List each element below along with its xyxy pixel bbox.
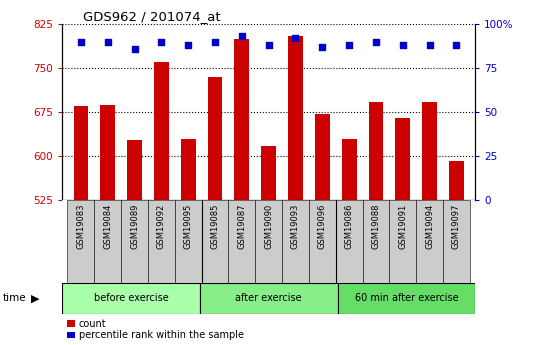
Bar [395,118,410,200]
Text: GDS962 / 201074_at: GDS962 / 201074_at [83,10,220,23]
Text: GSM19091: GSM19091 [399,204,407,249]
Text: GSM19088: GSM19088 [372,204,381,249]
Text: GSM19083: GSM19083 [76,204,85,249]
Bar [121,200,148,283]
Point [130,46,139,51]
Bar [288,36,303,200]
Text: GSM19097: GSM19097 [452,204,461,249]
Bar [315,114,330,200]
Text: GSM19094: GSM19094 [425,204,434,249]
Bar [261,146,276,200]
Bar [443,200,470,283]
Point [157,39,166,45]
Text: GSM19093: GSM19093 [291,204,300,249]
Bar [181,139,195,200]
Point [318,44,327,50]
Bar [100,105,115,200]
Bar [154,62,168,200]
Bar [336,200,362,283]
Bar [255,200,282,283]
Point [345,42,354,48]
Point [77,39,85,45]
Bar [338,283,475,314]
Text: GSM19096: GSM19096 [318,204,327,249]
Bar [369,101,383,200]
Text: ▶: ▶ [31,294,40,303]
Text: GSM19087: GSM19087 [237,204,246,249]
Bar [94,200,121,283]
Text: 60 min after exercise: 60 min after exercise [355,294,458,303]
Text: GSM19085: GSM19085 [211,204,219,249]
Bar [234,39,249,200]
Text: before exercise: before exercise [93,294,168,303]
Point [238,34,246,39]
Text: GSM19095: GSM19095 [184,204,193,249]
Bar [201,200,228,283]
Point [103,39,112,45]
Text: GSM19084: GSM19084 [103,204,112,249]
Point [372,39,380,45]
Bar [422,102,437,200]
Text: time: time [3,294,26,303]
Bar [309,200,336,283]
Bar [362,200,389,283]
Point [184,42,192,48]
Text: GSM19092: GSM19092 [157,204,166,249]
Bar [228,200,255,283]
Text: GSM19089: GSM19089 [130,204,139,249]
Legend: count, percentile rank within the sample: count, percentile rank within the sample [67,318,244,341]
Text: after exercise: after exercise [235,294,302,303]
Text: GSM19090: GSM19090 [264,204,273,249]
Point [291,36,300,41]
Bar [342,139,356,200]
Point [265,42,273,48]
Bar [207,77,222,200]
Bar [73,106,88,200]
Text: GSM19086: GSM19086 [345,204,354,249]
Bar [148,200,175,283]
Point [211,39,219,45]
Bar [62,283,200,314]
Bar [175,200,201,283]
Bar [416,200,443,283]
Bar [127,140,142,200]
Bar [449,161,464,200]
Bar [389,200,416,283]
Point [399,42,407,48]
Bar [282,200,309,283]
Bar [200,283,338,314]
Point [452,42,461,48]
Bar [68,200,94,283]
Point [426,42,434,48]
